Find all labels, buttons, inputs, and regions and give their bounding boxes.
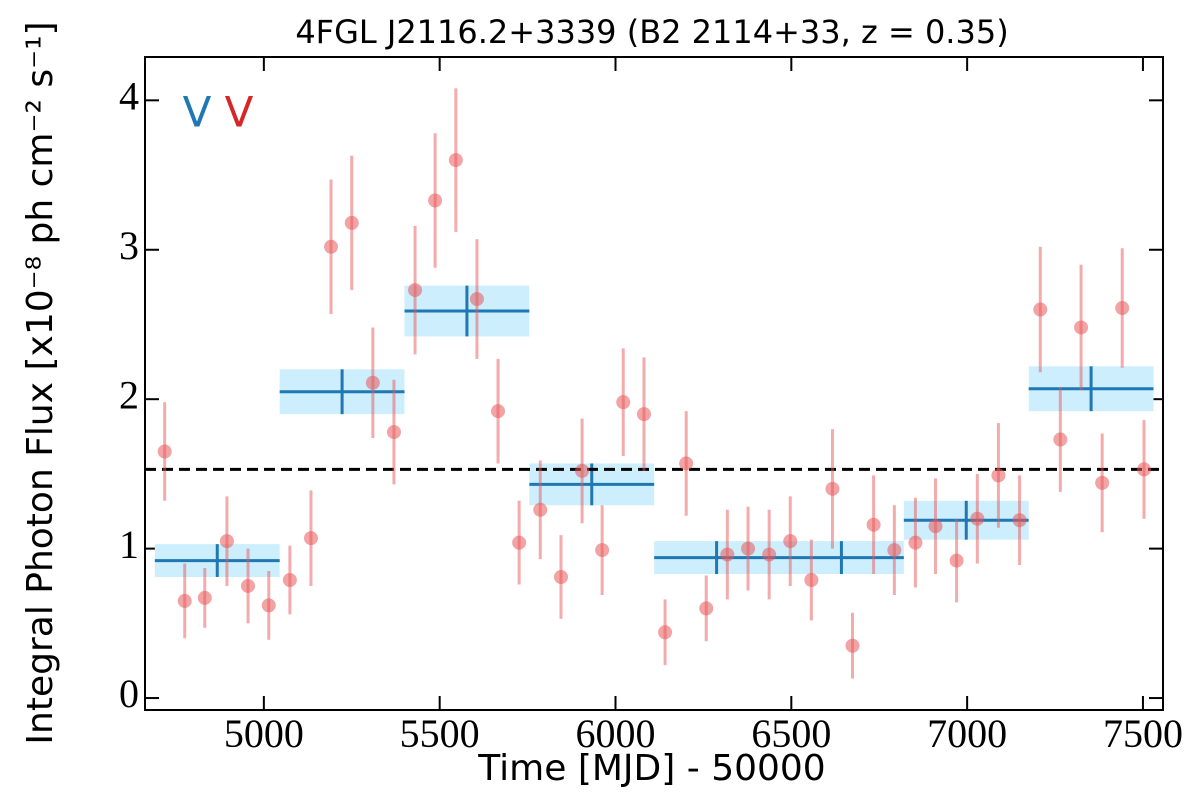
data-point: [783, 534, 798, 549]
data-point: [866, 517, 881, 532]
data-point: [636, 407, 651, 422]
data-point: [219, 534, 234, 549]
y-tick-label: 3: [119, 223, 139, 268]
data-point: [197, 590, 212, 605]
data-point: [762, 547, 777, 562]
data-point: [365, 375, 380, 390]
y-tick-label: 2: [119, 372, 139, 417]
annotation: V: [225, 88, 254, 137]
data-point: [282, 572, 297, 587]
y-axis-label: Integral Photon Flux [x10⁻⁸ ph cm⁻² s⁻¹]: [20, 21, 61, 744]
data-point: [1115, 301, 1130, 316]
data-point: [448, 153, 463, 168]
x-tick-label: 5500: [400, 711, 480, 756]
data-point: [177, 593, 192, 608]
data-point: [908, 535, 923, 550]
data-point: [491, 404, 506, 419]
annotation: V: [183, 88, 212, 137]
data-point: [970, 511, 985, 526]
x-axis-label: Time [MJD] - 50000: [477, 748, 825, 789]
x-tick-label: 7500: [1103, 711, 1183, 756]
data-point: [595, 543, 610, 558]
data-point: [408, 283, 423, 298]
y-tick-label: 1: [119, 522, 139, 567]
data-point: [157, 444, 172, 459]
x-tick-label: 5000: [224, 711, 304, 756]
data-point: [1012, 513, 1027, 528]
data-point: [804, 572, 819, 587]
x-tick-label: 6500: [751, 711, 831, 756]
plot-frame: [144, 56, 1164, 711]
y-tick-label: 4: [119, 74, 139, 119]
data-point: [469, 292, 484, 307]
data-point: [512, 535, 527, 550]
data-point: [825, 481, 840, 496]
data-point: [241, 578, 256, 593]
data-point: [949, 553, 964, 568]
data-point: [303, 531, 318, 546]
data-point: [741, 541, 756, 556]
data-point: [324, 239, 339, 254]
data-point: [616, 395, 631, 410]
y-tick-label: 0: [119, 671, 139, 716]
data-point: [428, 193, 443, 208]
data-point: [344, 215, 359, 230]
data-point: [887, 543, 902, 558]
data-point: [1095, 475, 1110, 490]
data-point: [720, 547, 735, 562]
data-point: [1033, 302, 1048, 317]
data-point: [533, 502, 548, 517]
data-point: [1074, 320, 1089, 335]
data-point: [1137, 462, 1152, 477]
x-tick-label: 6000: [575, 711, 655, 756]
data-point: [845, 638, 860, 653]
data-point: [261, 598, 276, 613]
data-point: [658, 625, 673, 640]
data-point: [679, 456, 694, 471]
data-point: [1053, 432, 1068, 447]
data-point: [386, 425, 401, 440]
data-point: [991, 468, 1006, 483]
chart-title: 4FGL J2116.2+3339 (B2 2114+33, z = 0.35): [295, 13, 1008, 51]
x-tick-label: 7000: [927, 711, 1007, 756]
data-point: [928, 519, 943, 534]
data-point: [575, 463, 590, 478]
data-point: [553, 570, 568, 585]
data-point: [699, 601, 714, 616]
